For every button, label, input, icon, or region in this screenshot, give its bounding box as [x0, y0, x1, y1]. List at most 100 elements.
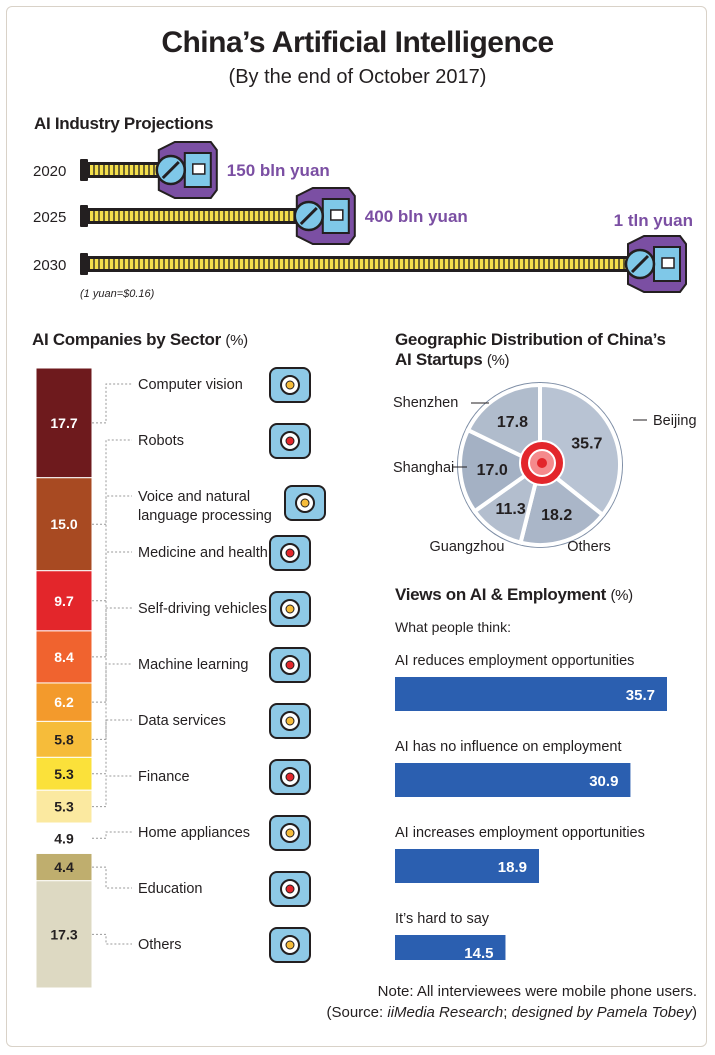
target-center [537, 458, 547, 468]
pie-slice [458, 427, 544, 514]
icon-dot [285, 716, 295, 726]
views-category-label: AI has no influence on employment [395, 739, 622, 755]
infographic-frame [6, 6, 707, 1047]
geo-title: Geographic Distribution of China’s AI Sta… [395, 330, 666, 371]
geo-title-unit: (%) [486, 352, 510, 369]
views-subtitle: What people think: [395, 619, 511, 635]
icon-dot [285, 772, 295, 782]
sector-value-label: 5.8 [54, 731, 74, 747]
views-category-label: AI reduces employment opportunities [395, 653, 634, 669]
pie-slice [465, 382, 542, 469]
pie-value-label: 17.8 [497, 414, 528, 431]
robot-gripper-icon [624, 235, 687, 293]
sector-category-label: Education [138, 881, 203, 897]
source-name: iiMedia Research [387, 1004, 504, 1021]
page-subtitle: (By the end of October 2017) [228, 66, 487, 88]
geo-title-line2: AI Startups [395, 350, 483, 369]
views-bar [395, 935, 506, 960]
icon-dot [285, 828, 295, 838]
sector-value-label: 8.4 [54, 649, 74, 665]
icon-dot [285, 548, 295, 558]
sector-category-label: Medicine and health [138, 545, 268, 561]
sector-value-label: 4.4 [54, 859, 74, 875]
sector-chart: 17.7 Computer vision 15.0 Robots 9.7 Voice an… [35, 367, 326, 989]
gripper-screen [192, 163, 206, 175]
projection-value-label: 400 bln yuan [365, 207, 468, 226]
pie-category-label: Shenzhen [393, 395, 458, 411]
sector-category-label: Machine learning [138, 657, 248, 673]
sector-connector [92, 831, 132, 839]
pie-value-label: 35.7 [571, 435, 602, 452]
sector-value-label: 6.2 [54, 694, 74, 710]
sector-bar-segment [35, 789, 93, 824]
pie-value-label: 17.0 [477, 462, 508, 479]
pie-category-label: Shanghai [393, 460, 454, 476]
sector-bar-segment [35, 822, 93, 854]
sector-category-label: Robots [138, 433, 184, 449]
sector-connector [92, 719, 132, 775]
projection-year-label: 2020 [33, 163, 66, 180]
projection-bar [80, 159, 171, 181]
sector-category-label: Finance [138, 769, 190, 785]
pie-value-label: 18.2 [541, 507, 572, 524]
gripper-joint-line [299, 206, 318, 226]
sector-category-label: Home appliances [138, 825, 250, 841]
views-title: Views on AI & Employment (%) [395, 585, 633, 605]
projection-bar-cap [80, 253, 88, 275]
icon-dot [285, 660, 295, 670]
views-category-label: It’s hard to say [395, 911, 490, 927]
sector-bar-segment [35, 570, 93, 632]
monitor-heart-icon [269, 535, 311, 571]
views-value-label: 30.9 [589, 773, 618, 790]
sector-value-label: 17.7 [50, 415, 77, 431]
footnote: Note: All interviewees were mobile phone… [377, 983, 697, 1000]
sector-category-label: Others [138, 937, 182, 953]
projection-bar [80, 205, 309, 227]
pie-category-label: Others [567, 539, 611, 555]
geo-pie-chart: 35.7 Beijing 18.2 Others 11.3 Guangzhou 17.0 Sh… [393, 382, 697, 555]
views-value-label: 14.5 [464, 945, 493, 960]
icon-dot [300, 498, 310, 508]
money-icon [269, 759, 311, 795]
sector-title: AI Companies by Sector (%) [32, 330, 248, 350]
sector-value-label: 4.9 [54, 830, 74, 846]
cloud-icon [269, 927, 311, 963]
projection-value-label: 150 bln yuan [227, 161, 330, 180]
projection-bar-cap [80, 205, 88, 227]
sector-connector [92, 933, 132, 945]
gripper-screen [661, 257, 675, 269]
sector-value-label: 15.0 [50, 516, 77, 532]
document-search-icon [269, 703, 311, 739]
gripper-screen [330, 209, 344, 221]
projection-value-label: 1 tln yuan [614, 211, 693, 230]
projection-bar-cap [80, 159, 88, 181]
sector-category-label: Computer vision [138, 377, 243, 393]
robot-icon [269, 423, 311, 459]
sector-value-label: 5.3 [54, 799, 74, 815]
projection-bar [80, 253, 640, 275]
page-title: China’s Artificial Intelligence [161, 26, 554, 59]
sector-connector [92, 866, 132, 889]
projection-year-label: 2025 [33, 209, 66, 226]
projections-chart: 2020 150 bln yuan 2025 400 bln yuan 2030 1 tl… [33, 141, 693, 300]
gripper-panel [183, 152, 212, 188]
views-bar [395, 849, 539, 883]
self-driving-car-icon [269, 591, 311, 627]
source-designer: designed by Pamela Tobey [511, 1004, 692, 1021]
sector-connector [92, 775, 132, 808]
sector-bar-segment [35, 852, 93, 882]
views-bar [395, 677, 667, 711]
sector-category-label: language processing [138, 508, 272, 524]
sector-value-label: 9.7 [54, 593, 74, 609]
views-category-label: AI increases employment opportunities [395, 825, 645, 841]
views-value-label: 18.9 [498, 859, 527, 876]
sector-value-label: 17.3 [50, 926, 77, 942]
sector-connector [92, 439, 132, 525]
pie-category-label: Guangzhou [430, 539, 505, 555]
sector-category-label: Self-driving vehicles [138, 601, 267, 617]
robot-gripper-icon [155, 141, 218, 199]
sector-category-label: Voice and natural [138, 489, 250, 505]
views-title-unit: (%) [610, 587, 633, 604]
gripper-joint-line [630, 254, 650, 274]
sector-connector [92, 383, 132, 424]
